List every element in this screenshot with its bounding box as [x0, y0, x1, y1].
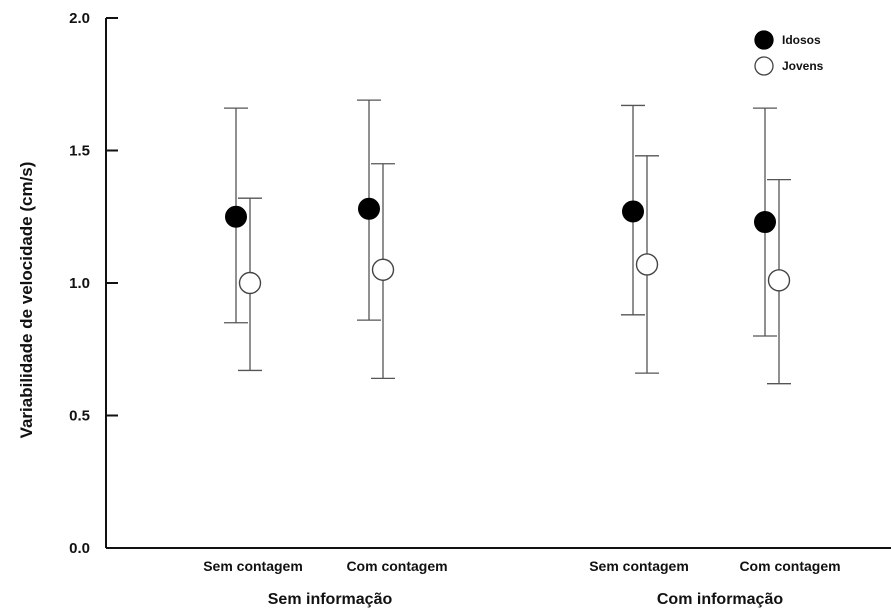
y-tick-label: 2.0: [69, 10, 90, 27]
x-group-label: Com informação: [657, 591, 783, 608]
legend-marker-idosos: [754, 30, 774, 50]
data-point-idosos: [358, 197, 380, 220]
axes: 0.0 0.5 1.0 1.5 2.0 Sem contagem Com contagem S…: [69, 10, 891, 608]
data-point-jovens: [635, 253, 659, 276]
data-point-idosos: [754, 211, 776, 234]
y-axis-label: Variabilidade de velocidade (cm/s): [17, 162, 36, 439]
chart-marks: [224, 99, 791, 385]
data-point-jovens: [767, 269, 791, 292]
data-point-idosos: [225, 205, 247, 228]
data-point-jovens: [238, 271, 262, 295]
legend-label-idosos: Idosos: [782, 33, 821, 47]
legend: Idosos Jovens: [754, 30, 824, 76]
data-point-idosos: [622, 200, 644, 223]
y-tick-label: 0.0: [69, 540, 90, 557]
legend-label-jovens: Jovens: [782, 59, 824, 73]
y-tick-label: 0.5: [69, 408, 90, 425]
data-point-jovens: [371, 258, 395, 281]
x-category-label: Sem contagem: [203, 558, 303, 574]
x-group-label: Sem informação: [268, 591, 393, 608]
legend-marker-jovens: [754, 56, 774, 76]
x-category-label: Com contagem: [739, 558, 840, 574]
y-tick-label: 1.5: [69, 143, 90, 160]
x-category-label: Sem contagem: [589, 558, 689, 574]
y-tick-label: 1.0: [69, 275, 90, 292]
x-category-label: Com contagem: [346, 558, 447, 574]
